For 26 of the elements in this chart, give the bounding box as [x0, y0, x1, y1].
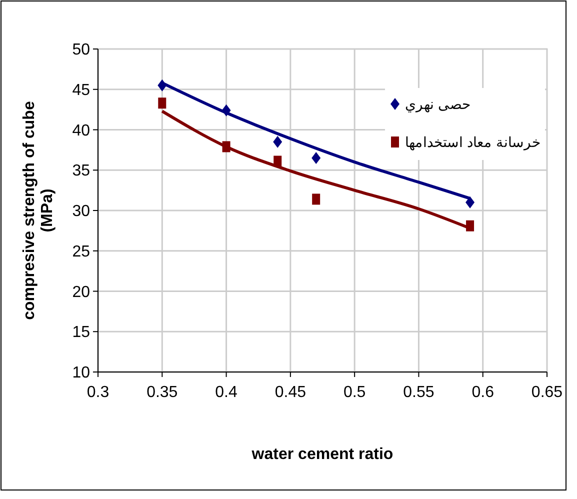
x-tick-label: 0.45: [274, 384, 306, 401]
y-tick-label: 50: [72, 42, 90, 59]
y-tick-label: 15: [72, 324, 90, 342]
y-axis-title: compresive strength of cube (MPa): [21, 101, 56, 320]
point: [273, 136, 282, 148]
x-tick-label: 0.65: [531, 384, 563, 401]
y-tick-label: 35: [72, 162, 90, 180]
point: [312, 152, 321, 164]
y-tick-label: 25: [72, 243, 90, 260]
x-tick-label: 0.55: [403, 384, 434, 401]
legend-label: خرسانة معاد استخدامها: [405, 134, 541, 151]
x-axis-title: water cement ratio: [250, 446, 394, 463]
y-tick-label: 10: [72, 364, 90, 382]
x-tick-label: 0.35: [146, 384, 178, 401]
point: [466, 196, 475, 208]
y-tick-label: 45: [72, 82, 90, 99]
y-tick-label: 40: [72, 122, 90, 140]
point: [312, 194, 320, 205]
legend-label: حصى نهري: [405, 96, 471, 113]
y-tick-label: 30: [72, 203, 90, 220]
y-tick-label: 20: [72, 284, 90, 301]
x-tick-label: 0.5: [343, 384, 366, 401]
x-tick-label: 0.4: [215, 384, 238, 401]
point: [158, 98, 166, 109]
x-tick-label: 0.6: [472, 384, 494, 401]
x-tick-label: 0.3: [86, 384, 110, 401]
